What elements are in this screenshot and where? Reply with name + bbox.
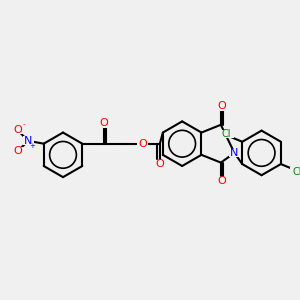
FancyBboxPatch shape — [23, 136, 34, 145]
FancyBboxPatch shape — [218, 130, 233, 138]
FancyBboxPatch shape — [136, 139, 148, 148]
Text: O: O — [13, 125, 22, 135]
FancyBboxPatch shape — [216, 177, 228, 185]
Text: O: O — [99, 118, 108, 128]
Text: Cl: Cl — [292, 167, 300, 177]
Text: N: N — [24, 136, 32, 146]
Text: N: N — [230, 148, 238, 158]
Text: -: - — [23, 121, 26, 127]
Text: O: O — [13, 146, 22, 157]
FancyBboxPatch shape — [216, 102, 228, 111]
Text: O: O — [138, 139, 147, 149]
Text: +: + — [29, 142, 35, 148]
Text: Cl: Cl — [221, 129, 230, 139]
FancyBboxPatch shape — [229, 148, 240, 157]
FancyBboxPatch shape — [11, 126, 24, 134]
FancyBboxPatch shape — [98, 119, 109, 128]
FancyBboxPatch shape — [290, 167, 300, 176]
Text: O: O — [155, 159, 164, 169]
FancyBboxPatch shape — [11, 147, 24, 156]
FancyBboxPatch shape — [154, 160, 166, 168]
Text: O: O — [218, 176, 226, 186]
Text: O: O — [218, 101, 226, 111]
